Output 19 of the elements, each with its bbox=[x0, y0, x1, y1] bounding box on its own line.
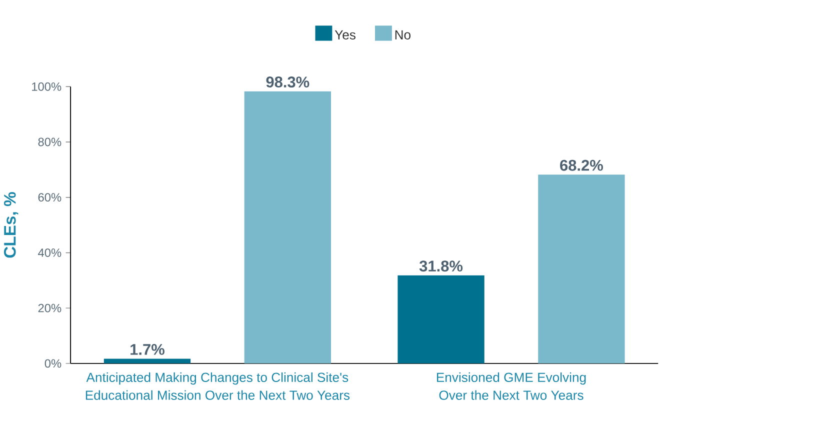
bar bbox=[538, 174, 625, 364]
y-tick-label: 60% bbox=[38, 193, 62, 202]
y-tick-label: 0% bbox=[44, 359, 62, 368]
y-tick-label: 100% bbox=[32, 82, 62, 91]
bar bbox=[104, 358, 191, 364]
data-label: 1.7% bbox=[130, 344, 164, 355]
y-axis-title: CLEs, % bbox=[4, 192, 18, 258]
bar bbox=[398, 275, 484, 364]
data-label: 98.3% bbox=[266, 76, 310, 88]
y-tick-label: 20% bbox=[38, 304, 62, 312]
x-tick-label: Envisioned GME Evolving Over the Next Two Years bbox=[436, 372, 586, 400]
x-tick-label: Anticipated Making Changes to Clinical Site's Educational Mission Over the Next Two Years bbox=[86, 372, 350, 400]
legend-label: No bbox=[395, 30, 410, 40]
data-label: 31.8% bbox=[419, 260, 463, 272]
legend-label: Yes bbox=[334, 30, 356, 40]
data-label: 68.2% bbox=[560, 160, 603, 171]
bar bbox=[244, 91, 331, 364]
y-tick-label: 40% bbox=[38, 248, 62, 257]
y-tick-label: 80% bbox=[38, 138, 62, 146]
